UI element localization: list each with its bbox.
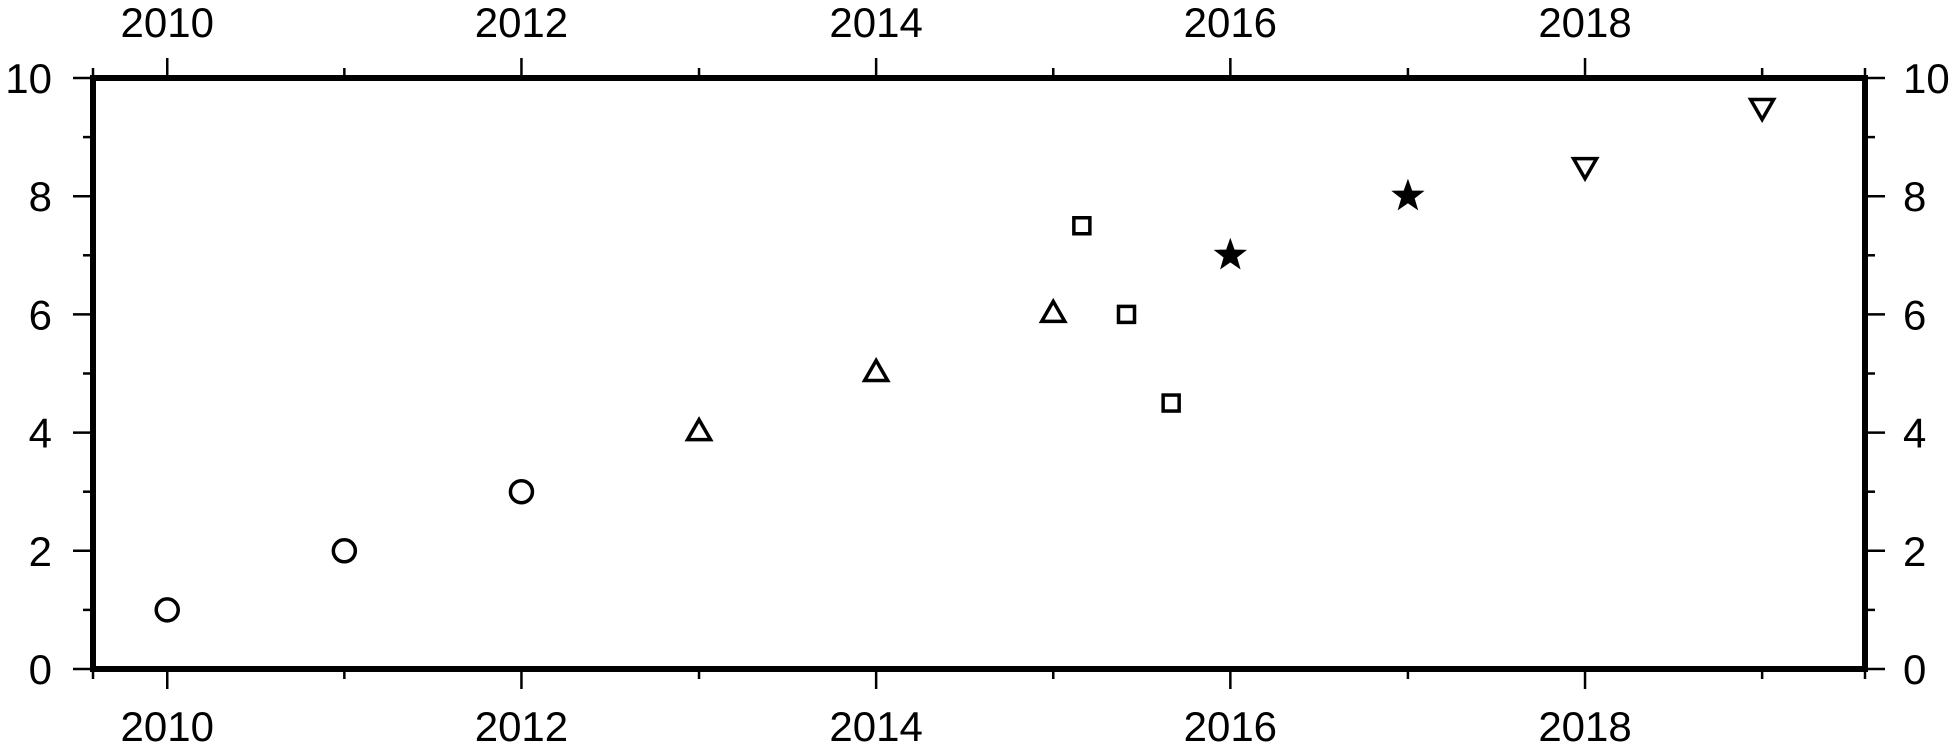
x-tick-label-top: 2018 [1538, 0, 1631, 46]
x-tick-label-top: 2010 [121, 0, 214, 46]
circle-marker [154, 597, 180, 623]
x-tick-label-bottom: 2014 [829, 703, 922, 747]
x-tick-label-bottom: 2018 [1538, 703, 1631, 747]
y-tick-label-right: 4 [1903, 410, 1926, 457]
x-tick-label-top: 2012 [475, 0, 568, 46]
y-tick-label-right: 2 [1903, 528, 1926, 575]
y-tick-label-right: 6 [1903, 291, 1926, 338]
data-points [154, 97, 1777, 623]
plot-frame [90, 75, 1868, 672]
y-tick-label-left: 10 [5, 55, 52, 102]
y-tick-label-left: 2 [29, 528, 52, 575]
inverted-triangle-marker [1747, 97, 1777, 124]
y-tick-label-left: 6 [29, 291, 52, 338]
star-marker [1391, 178, 1425, 211]
y-tick-label-right: 0 [1903, 646, 1926, 693]
square-marker [1116, 304, 1137, 325]
axis-ticks [73, 58, 1885, 689]
y-tick-label-right: 10 [1903, 55, 1950, 102]
x-tick-label-bottom: 2016 [1184, 703, 1277, 747]
x-tick-label-top: 2014 [829, 0, 922, 46]
square-marker [1161, 393, 1181, 413]
triangle-marker [1038, 297, 1068, 324]
x-tick-label-bottom: 2012 [475, 703, 568, 747]
square-marker [1072, 216, 1092, 236]
x-tick-label-top: 2016 [1184, 0, 1277, 46]
y-tick-label-right: 8 [1903, 173, 1926, 220]
triangle-marker [861, 356, 891, 383]
circle-marker [508, 478, 535, 505]
triangle-marker [684, 416, 714, 442]
star-marker [1213, 237, 1247, 270]
y-tick-label-left: 4 [29, 410, 52, 457]
inverted-triangle-marker [1570, 156, 1600, 183]
y-tick-label-left: 8 [29, 173, 52, 220]
x-tick-label-bottom: 2010 [121, 703, 214, 747]
y-tick-label-left: 0 [29, 646, 52, 693]
axis-tick-labels: 2010201020122012201420142016201620182018… [5, 0, 1949, 747]
circle-marker [331, 538, 358, 564]
